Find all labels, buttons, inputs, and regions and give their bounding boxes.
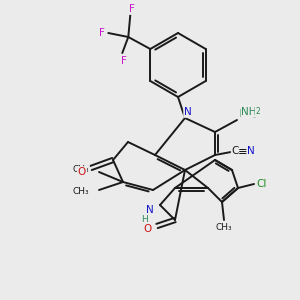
Text: CH₃: CH₃ [72, 166, 89, 175]
Text: O: O [78, 167, 86, 177]
Text: NH: NH [241, 107, 256, 117]
Text: ₂: ₂ [253, 112, 256, 121]
Text: N: N [146, 205, 154, 215]
Text: 2: 2 [255, 107, 260, 116]
Text: F: F [121, 56, 127, 66]
Text: H: H [141, 214, 147, 224]
Text: N: N [184, 107, 192, 117]
Text: O: O [144, 224, 152, 234]
Text: CH₃: CH₃ [72, 188, 89, 196]
Text: F: F [129, 4, 135, 14]
Text: F: F [99, 28, 105, 38]
Text: N: N [247, 146, 255, 156]
Text: NH: NH [239, 109, 254, 119]
Text: ≡: ≡ [238, 145, 248, 158]
Text: Cl: Cl [257, 179, 267, 189]
Text: CH₃: CH₃ [216, 224, 232, 232]
Text: C: C [231, 146, 239, 156]
